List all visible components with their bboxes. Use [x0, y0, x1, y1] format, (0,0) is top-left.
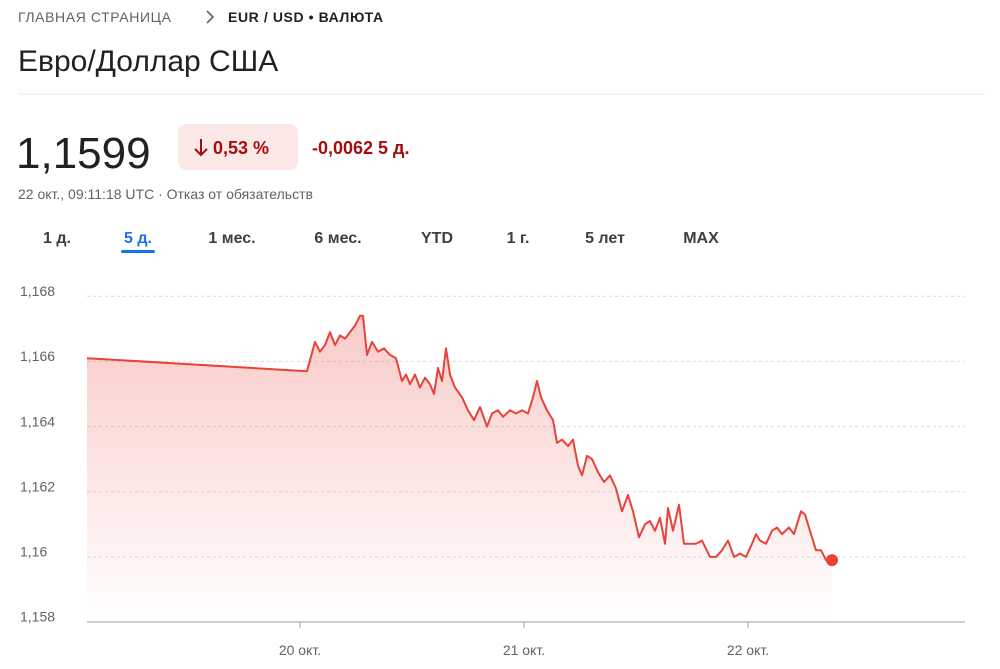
last-point	[825, 554, 838, 567]
range-tab[interactable]: 5 д.	[124, 230, 152, 247]
timestamp: 22 окт., 09:11:18 UTC · Отказ от обязате…	[18, 186, 313, 202]
page-title: Евро/Доллар США	[18, 45, 278, 78]
breadcrumb-chevron	[206, 10, 215, 24]
range-tab[interactable]: YTD	[421, 230, 453, 247]
range-tabs: 1 д. 5 д. 1 мес. 6 мес. YTD 1 г. 5 лет MAX	[43, 230, 719, 253]
range-tab[interactable]: 6 мес.	[314, 230, 361, 247]
chart: 1,158 1,16 1,162 1,164 1,166 1,168 20 окт. 21 о…	[20, 283, 965, 658]
x-tick-label: 21 окт.	[503, 642, 545, 658]
y-tick-label: 1,168	[20, 283, 55, 299]
price: 1,1599	[16, 129, 151, 178]
down-arrow	[194, 139, 208, 157]
tab-underline	[121, 250, 155, 253]
change-percent: 0,53 %	[213, 138, 269, 158]
y-tick-label: 1,16	[20, 544, 47, 560]
range-tab[interactable]: 1 д.	[43, 230, 71, 247]
y-tick-label: 1,164	[20, 413, 55, 429]
disclaimer-link[interactable]: Отказ от обязательств	[167, 186, 313, 202]
range-tab[interactable]: MAX	[683, 230, 719, 247]
price-line	[86, 314, 832, 562]
price-area	[87, 315, 832, 622]
breadcrumb-current: EUR / USD • ВАЛЮТА	[228, 9, 384, 25]
breadcrumb-home[interactable]: ГЛАВНАЯ СТРАНИЦА	[18, 9, 172, 25]
y-tick-label: 1,162	[20, 478, 55, 494]
x-tick-label: 20 окт.	[279, 642, 321, 658]
range-tab[interactable]: 1 г.	[507, 230, 530, 247]
range-tab[interactable]: 5 лет	[585, 230, 625, 247]
x-tick-label: 22 окт.	[727, 642, 769, 658]
y-tick-label: 1,166	[20, 348, 55, 364]
y-tick-label: 1,158	[20, 609, 55, 625]
range-tab[interactable]: 1 мес.	[208, 230, 255, 247]
change-badge	[178, 124, 298, 170]
change-abs: -0,0062 5 д.	[312, 138, 410, 158]
timestamp-text: 22 окт., 09:11:18 UTC ·	[18, 186, 167, 202]
